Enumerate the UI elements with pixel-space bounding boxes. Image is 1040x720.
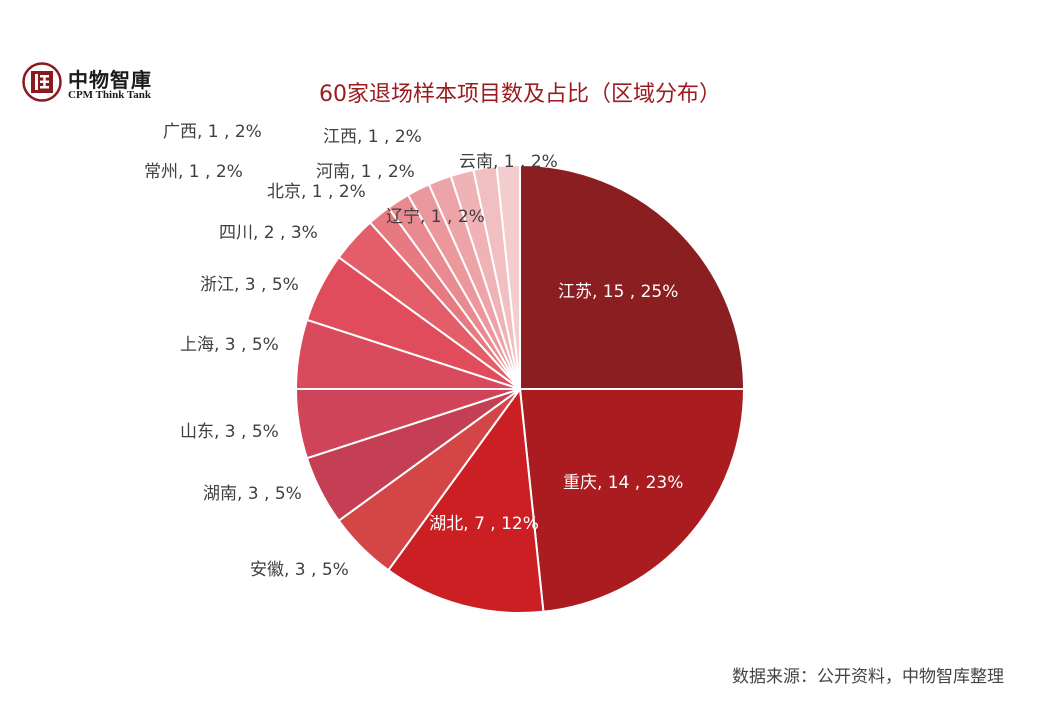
pie-labels: 江苏, 15 , 25% 重庆, 14 , 23% 湖北, 7 , 12% 安徽, 3… [144,122,683,580]
slice-label-11: 广西, 1 , 2% [163,122,262,142]
pie-slice-15 [495,163,521,390]
pie-slice-0 [519,163,746,390]
slice-label-3: 安徽, 3 , 5% [250,560,349,580]
logo: 中物智庫 CPM Think Tank [22,62,172,106]
slice-label-6: 上海, 3 , 5% [180,335,279,355]
pie-slices [294,163,746,614]
pie-slice-2 [386,386,545,614]
cpm-logo-icon [22,62,62,102]
slice-label-8: 四川, 2 , 3% [219,223,318,243]
slice-label-2: 湖北, 7 , 12% [429,514,539,534]
slice-label-15: 云南, 1 , 2% [459,152,558,172]
slice-label-0: 江苏, 15 , 25% [558,282,678,302]
slice-label-10: 常州, 1 , 2% [144,162,243,182]
source-note: 数据来源：公开资料，中物智库整理 [732,667,1004,687]
slice-label-1: 重庆, 14 , 23% [563,473,683,493]
slice-label-14: 辽宁, 1 , 2% [386,207,485,227]
slice-label-5: 山东, 3 , 5% [180,422,279,442]
slice-label-4: 湖南, 3 , 5% [203,484,302,504]
slice-label-9: 北京, 1 , 2% [267,182,366,202]
pie-slice-1 [518,388,746,613]
slice-label-12: 江西, 1 , 2% [323,127,422,147]
slice-label-7: 浙江, 3 , 5% [200,275,299,295]
chart-title: 60家退场样本项目数及占比（区域分布） [319,82,721,107]
logo-name-cn: 中物智庫 [68,68,152,92]
slice-label-13: 河南, 1 , 2% [316,162,415,182]
logo-name-en: CPM Think Tank [68,89,151,101]
